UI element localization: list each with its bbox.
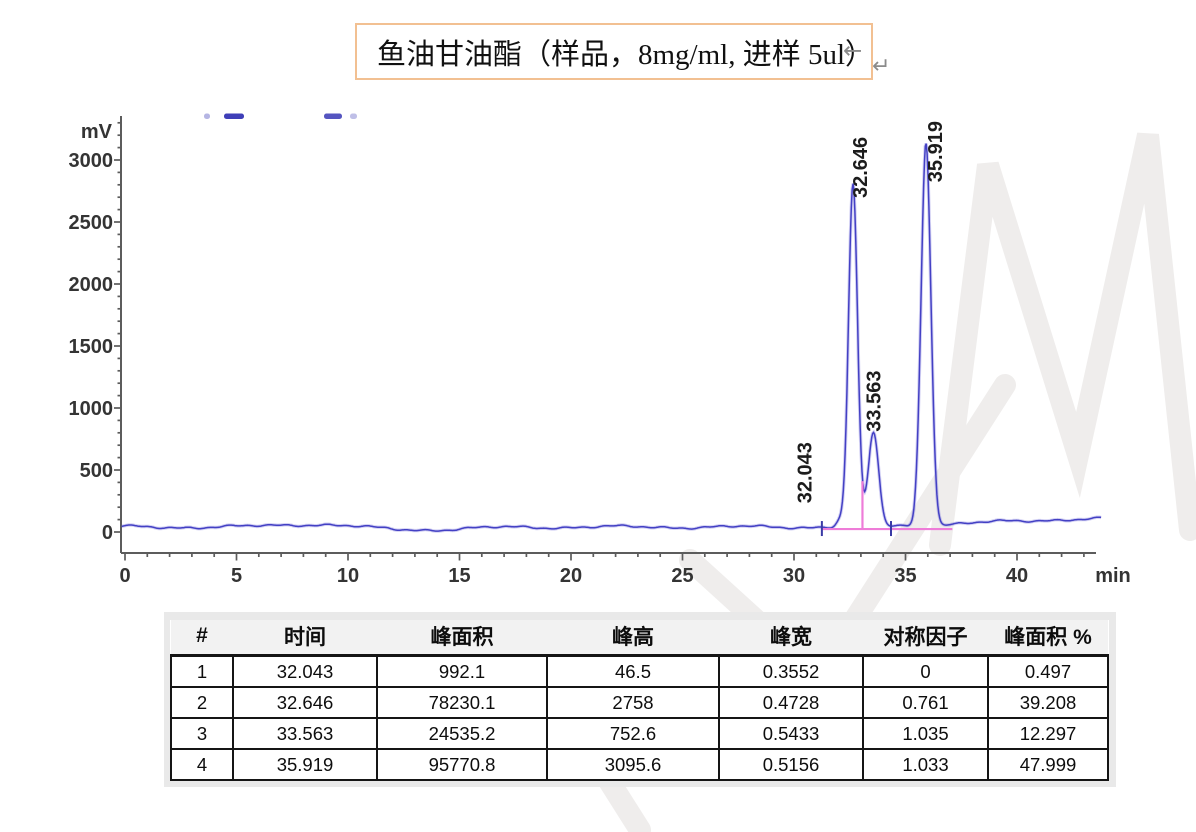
paragraph-mark-icon: ↵ xyxy=(872,54,891,79)
table-cell: 752.6 xyxy=(546,717,720,750)
y-tick-label: 0 xyxy=(102,522,113,544)
x-tick-label: 30 xyxy=(783,565,805,587)
x-tick-label: 25 xyxy=(671,565,693,587)
y-tick-label: 500 xyxy=(80,460,113,482)
y-tick-label: 2500 xyxy=(69,212,114,234)
table-row: 3 33.563 24535.2 752.6 0.5433 1.035 12.297 xyxy=(170,717,1109,750)
cropped-text-remnant xyxy=(324,113,342,119)
x-tick-label: 35 xyxy=(894,565,916,587)
x-axis-unit-label: min xyxy=(1095,565,1131,587)
table-cell: 46.5 xyxy=(546,654,720,688)
table-cell: 2 xyxy=(170,686,234,719)
table-cell: 3095.6 xyxy=(546,748,720,781)
table-row: 2 32.646 78230.1 2758 0.4728 0.761 39.208 xyxy=(170,686,1109,719)
y-axis-unit-label: mV xyxy=(81,121,113,143)
table-cell: 78230.1 xyxy=(376,686,548,719)
peak-rt-label: 33.563 xyxy=(863,371,885,432)
trace-line xyxy=(121,143,1102,532)
y-tick-label: 1500 xyxy=(69,336,114,358)
table-cell: 0.4728 xyxy=(718,686,864,719)
x-tick-label: 10 xyxy=(337,565,359,587)
table-header-row: # 时间 峰面积 峰高 峰宽 对称因子 峰面积 % xyxy=(171,620,1108,657)
peak-results-table: # 时间 峰面积 峰高 峰宽 对称因子 峰面积 % 1 32.043 992.1 46.5 0.355… xyxy=(170,620,1109,781)
table-cell: 0.5156 xyxy=(718,748,864,781)
cropped-text-remnant xyxy=(224,113,244,119)
table-cell: 4 xyxy=(170,748,234,781)
table-cell: 0.5433 xyxy=(718,717,864,750)
y-tick-label: 1000 xyxy=(69,398,114,420)
table-cell: 3 xyxy=(170,717,234,750)
table-cell: 992.1 xyxy=(376,654,548,688)
sample-title-text: 鱼油甘油酯（样品，8mg/ml, 进样 5ul） xyxy=(377,38,875,71)
header-cell: 峰面积 % xyxy=(988,620,1108,657)
table-cell: 2758 xyxy=(546,686,720,719)
peak-table-panel: # 时间 峰面积 峰高 峰宽 对称因子 峰面积 % 1 32.043 992.1 46.5 0.355… xyxy=(164,612,1116,787)
table-cell: 32.646 xyxy=(232,686,378,719)
x-tick-label: 15 xyxy=(448,565,470,587)
table-cell: 95770.8 xyxy=(376,748,548,781)
table-cell: 0.3552 xyxy=(718,654,864,688)
table-cell: 35.919 xyxy=(232,748,378,781)
peak-rt-label: 35.919 xyxy=(925,121,947,182)
table-cell: 12.297 xyxy=(987,717,1109,750)
table-cell: 33.563 xyxy=(232,717,378,750)
header-cell: 峰宽 xyxy=(719,620,863,657)
x-tick-label: 40 xyxy=(1006,565,1028,587)
sample-title-box: 鱼油甘油酯（样品，8mg/ml, 进样 5ul） xyxy=(355,23,875,80)
cropped-text-remnant xyxy=(204,113,210,119)
table-cell: 47.999 xyxy=(987,748,1109,781)
table-cell: 1.033 xyxy=(862,748,989,781)
header-cell: # xyxy=(171,620,233,657)
table-cell: 39.208 xyxy=(987,686,1109,719)
table-cell: 0.497 xyxy=(987,654,1109,688)
x-tick-label: 5 xyxy=(231,565,242,587)
table-row: 4 35.919 95770.8 3095.6 0.5156 1.033 47.999 xyxy=(170,748,1109,781)
header-cell: 峰高 xyxy=(547,620,719,657)
chart-layer: 0 500 1000 1500 2000 2500 3000 mV 0 5 10 15 20 25 30 35… xyxy=(69,113,1131,587)
peak-rt-label: 32.646 xyxy=(850,137,872,198)
y-tick-label: 2000 xyxy=(69,274,114,296)
table-cell: 1 xyxy=(170,654,234,688)
table-row: 1 32.043 992.1 46.5 0.3552 0 0.497 xyxy=(170,654,1109,688)
line-break-mark-icon: ← xyxy=(843,38,863,64)
table-cell: 0 xyxy=(862,654,989,688)
table-cell: 0.761 xyxy=(862,686,989,719)
table-cell: 32.043 xyxy=(232,654,378,688)
x-tick-label: 20 xyxy=(560,565,582,587)
x-tick-label: 0 xyxy=(119,565,130,587)
header-cell: 对称因子 xyxy=(863,620,988,657)
cropped-text-remnant xyxy=(350,113,357,119)
peak-rt-label: 32.043 xyxy=(795,442,817,503)
header-cell: 时间 xyxy=(233,620,377,657)
y-tick-label: 3000 xyxy=(69,150,114,172)
table-cell: 1.035 xyxy=(862,717,989,750)
header-cell: 峰面积 xyxy=(377,620,547,657)
table-cell: 24535.2 xyxy=(376,717,548,750)
